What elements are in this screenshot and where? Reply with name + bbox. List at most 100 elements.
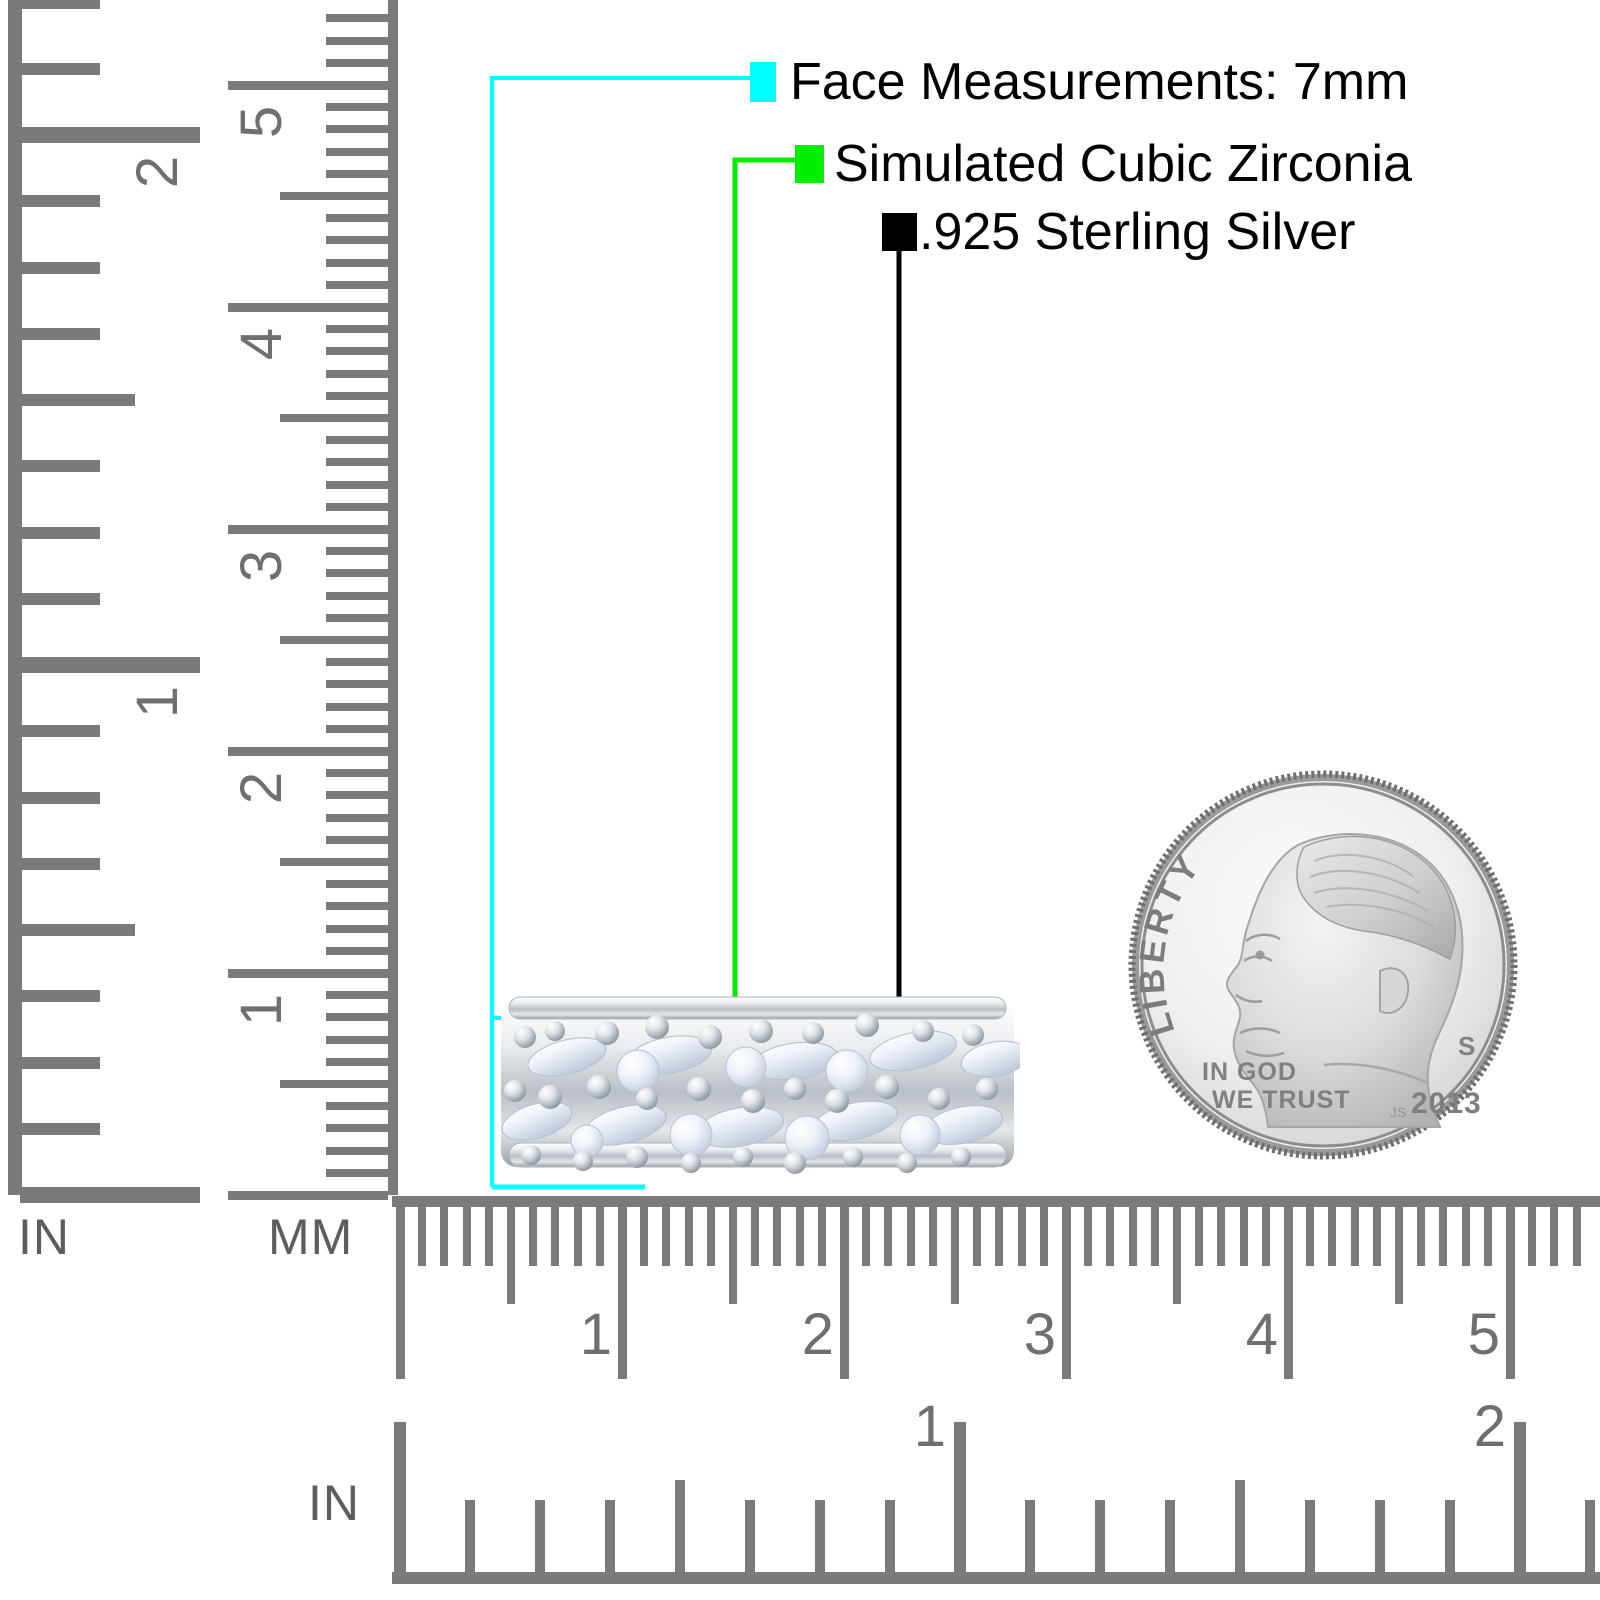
left-inch-minor-tick: [20, 327, 100, 340]
left-mm-minor-tick: [326, 880, 388, 889]
left-mm-minor-tick: [326, 791, 388, 800]
left-inch-minor-tick: [20, 990, 100, 1003]
bottom-mm-minor-tick: [684, 1204, 693, 1266]
bottom-mm-minor-tick: [1039, 1204, 1048, 1266]
left-mm-minor-tick: [280, 192, 388, 200]
left-mm-minor-tick: [326, 258, 388, 267]
bottom-inch-major-tick: [954, 1422, 966, 1572]
left-mm-minor-tick: [326, 58, 388, 67]
left-mm-minor-tick: [326, 547, 388, 556]
bottom-mm-label-4: 4: [1245, 1302, 1278, 1367]
left-mm-major-tick: [228, 746, 388, 756]
left-mm-unit-label: MM: [268, 1209, 354, 1265]
left-mm-minor-tick: [326, 813, 388, 822]
bottom-mm-minor-tick: [1195, 1204, 1204, 1266]
ring-illustration: [501, 996, 1030, 1174]
left-inch-major-tick: [20, 1187, 200, 1203]
left-mm-minor-tick: [326, 702, 388, 711]
bottom-inch-major-tick: [1514, 1422, 1526, 1572]
left-mm-minor-tick: [326, 1102, 388, 1111]
bottom-mm-minor-tick: [418, 1204, 427, 1266]
legend-item-face-measurements: Face Measurements: 7mm: [750, 55, 1408, 110]
left-mm-minor-tick: [326, 658, 388, 667]
left-mm-minor-tick: [326, 1013, 388, 1022]
bottom-inch-minor-tick: [1445, 1500, 1455, 1572]
bottom-inch-minor-tick: [815, 1500, 825, 1572]
bottom-mm-minor-tick: [595, 1204, 604, 1266]
bottom-mm-minor-tick: [1395, 1204, 1403, 1304]
bottom-mm-minor-tick: [1528, 1204, 1537, 1266]
bottom-inch-label-1: 1: [913, 1394, 946, 1459]
left-mm-minor-tick: [326, 169, 388, 178]
bottom-mm-minor-tick: [773, 1204, 782, 1266]
left-mm-minor-tick: [280, 1080, 388, 1088]
legend-item-cubic-zirconia: Simulated Cubic Zirconia: [795, 137, 1412, 192]
coin-motto-line2: WE TRUST: [1212, 1086, 1351, 1114]
bottom-mm-minor-tick: [1306, 1204, 1315, 1266]
bottom-inch-label-2: 2: [1473, 1394, 1506, 1459]
bottom-mm-minor-tick: [751, 1204, 760, 1266]
bottom-inch-minor-tick: [1585, 1500, 1595, 1572]
bottom-inch-unit-label: IN: [308, 1475, 360, 1531]
left-inch-major-tick: [20, 127, 200, 143]
bottom-mm-major-tick: [1505, 1204, 1515, 1379]
bottom-inch-major-tick: [394, 1422, 406, 1572]
left-inch-minor-tick: [20, 62, 100, 75]
bottom-mm-minor-tick: [951, 1204, 959, 1304]
bottom-mm-minor-tick: [1261, 1204, 1270, 1266]
left-mm-minor-tick: [326, 125, 388, 134]
bottom-inch-minor-tick: [885, 1500, 895, 1572]
bottom-inch-minor-tick: [1165, 1500, 1175, 1572]
left-mm-minor-tick: [326, 902, 388, 911]
left-mm-minor-tick: [326, 569, 388, 578]
legend-label-sterling-silver: .925 Sterling Silver: [919, 203, 1356, 261]
coin-designer-initials: JS: [1390, 1104, 1406, 1120]
bottom-mm-minor-tick: [1217, 1204, 1226, 1266]
cubic-zirconia-swatch: [795, 145, 824, 184]
bottom-mm-minor-tick: [1461, 1204, 1470, 1266]
bottom-inch-spine: [392, 1572, 1600, 1584]
bottom-inch-minor-tick: [1305, 1500, 1315, 1572]
bottom-mm-minor-tick: [1239, 1204, 1248, 1266]
left-mm-minor-tick: [280, 414, 388, 422]
left-mm-minor-tick: [326, 991, 388, 1000]
bottom-inch-minor-tick: [1025, 1500, 1035, 1572]
left-mm-major-tick: [228, 80, 388, 90]
left-mm-major-tick: [228, 1190, 388, 1200]
left-mm-minor-tick: [326, 480, 388, 489]
bottom-mm-minor-tick: [1439, 1204, 1448, 1266]
left-mm-minor-tick: [326, 1168, 388, 1177]
left-mm-minor-tick: [326, 1146, 388, 1155]
bottom-mm-minor-tick: [817, 1204, 826, 1266]
left-inch-minor-tick: [20, 526, 100, 539]
bottom-mm-minor-tick: [1350, 1204, 1359, 1266]
left-mm-minor-tick: [326, 236, 388, 245]
bottom-mm-label-2: 2: [801, 1302, 834, 1367]
bottom-mm-label-5: 5: [1467, 1302, 1500, 1367]
dime-illustration: LIBERTY: [1128, 770, 1518, 1160]
left-mm-minor-tick: [326, 680, 388, 689]
bottom-mm-minor-tick: [884, 1204, 893, 1266]
us-dime-reference: LIBERTY: [1128, 765, 1518, 1165]
left-mm-major-tick: [228, 968, 388, 978]
left-inch-minor-tick: [20, 857, 100, 870]
left-inch-minor-tick: [20, 460, 100, 473]
legend-label-cubic-zirconia: Simulated Cubic Zirconia: [834, 135, 1413, 193]
bottom-mm-minor-tick: [462, 1204, 471, 1266]
left-inch-minor-tick: [20, 261, 100, 274]
left-mm-minor-tick: [326, 835, 388, 844]
left-mm-minor-tick: [326, 347, 388, 356]
bottom-mm-minor-tick: [973, 1204, 982, 1266]
left-mm-minor-tick: [326, 436, 388, 445]
bottom-mm-minor-tick: [1084, 1204, 1093, 1266]
left-inch-minor-tick: [20, 924, 135, 936]
ring-product-image: [495, 975, 1030, 1190]
bottom-inch-minor-tick: [745, 1500, 755, 1572]
bottom-mm-minor-tick: [1417, 1204, 1426, 1266]
bottom-mm-minor-tick: [928, 1204, 937, 1266]
bottom-mm-minor-tick: [484, 1204, 493, 1266]
coin-mintmark: S: [1458, 1031, 1475, 1061]
